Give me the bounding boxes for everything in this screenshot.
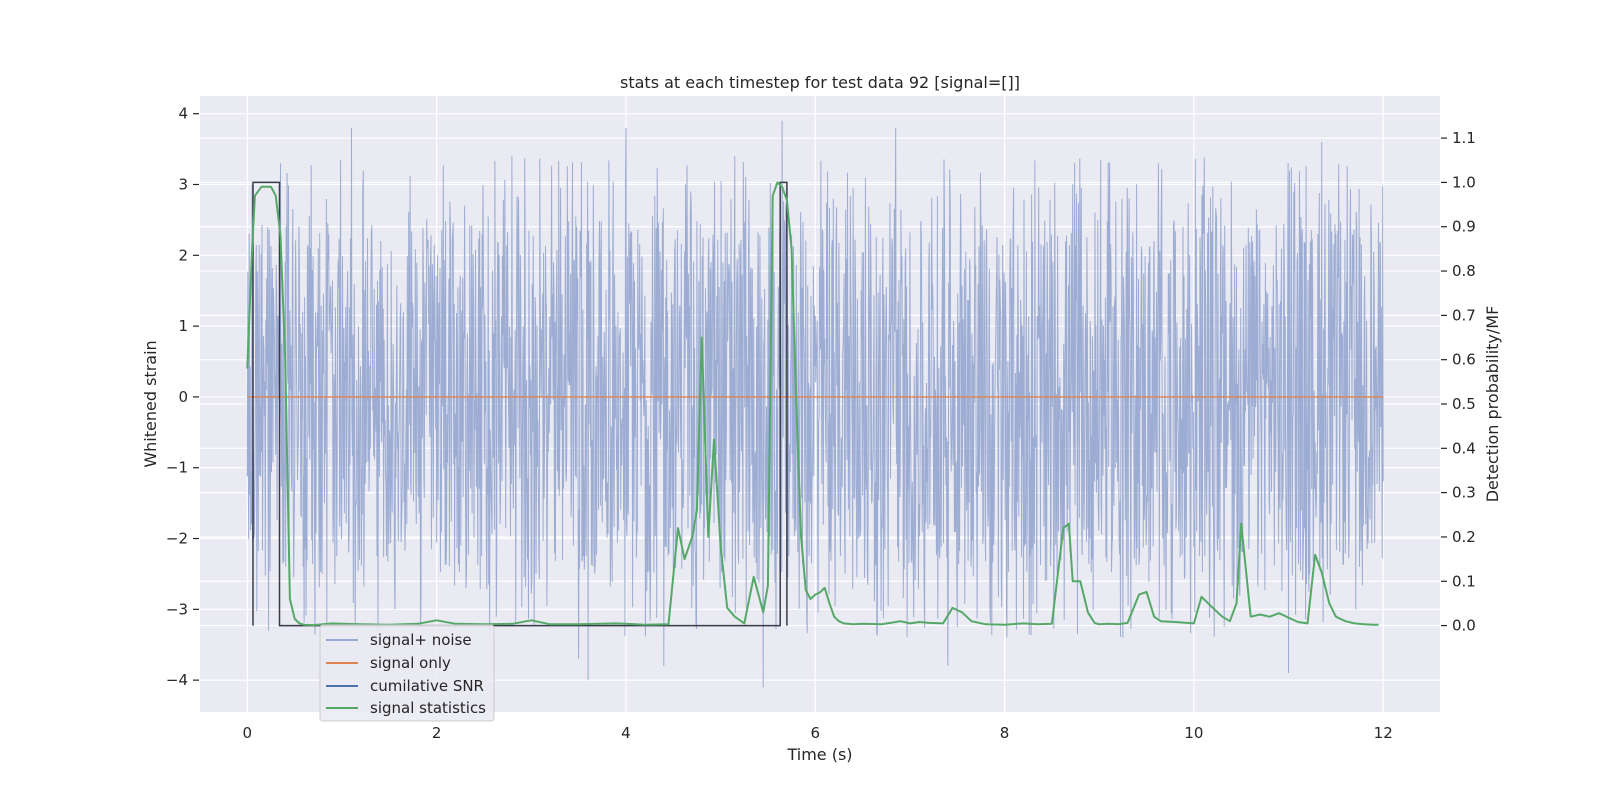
legend-label-signal-noise: signal+ noise	[370, 631, 472, 649]
y-axis-label: Whitened strain	[141, 340, 160, 467]
y-tick-label: −4	[166, 671, 188, 689]
y2-tick-label: 0.8	[1452, 262, 1476, 280]
y2-tick-label: 0.7	[1452, 306, 1476, 324]
y2-tick-label: 0.6	[1452, 351, 1476, 369]
y2-tick-label: 0.3	[1452, 484, 1476, 502]
signal-noise-line	[246, 120, 1384, 688]
legend-label-signal-only: signal only	[370, 654, 451, 672]
legend-box	[319, 624, 495, 722]
x-tick-label: 2	[432, 724, 442, 742]
y2-tick-label: 1.1	[1452, 129, 1476, 147]
signal-statistics-line	[246, 181, 1379, 627]
legend-label-signal-statistics: signal statistics	[370, 699, 486, 717]
x-tick-label: 10	[1184, 724, 1203, 742]
y-tick-label: −1	[166, 459, 188, 477]
signal-noise-series	[246, 120, 1384, 688]
y-tick-label: 4	[178, 105, 188, 123]
y2-axis-label: Detection probability/MF	[1483, 306, 1502, 503]
y-tick-label: 2	[178, 246, 188, 264]
legend: signal+ noise signal only cumilative SNR…	[319, 624, 495, 722]
x-tick-label: 6	[810, 724, 820, 742]
series-layer	[246, 181, 1384, 627]
legend-label-cumulative-snr: cumilative SNR	[370, 677, 484, 695]
y2-tick-label: 0.2	[1452, 528, 1476, 546]
ticks-layer: 0 2 4 6 8 10 12−4−3−2−1012340.00.10.20.30.40.5…	[166, 105, 1476, 742]
x-tick-label: 0	[243, 724, 253, 742]
x-tick-label: 8	[1000, 724, 1010, 742]
y-tick-label: −3	[166, 600, 188, 618]
x-axis-label: Time (s)	[786, 745, 852, 764]
chart-title: stats at each timestep for test data 92 …	[620, 73, 1020, 92]
y-tick-label: 3	[178, 176, 188, 194]
x-tick-label: 12	[1374, 724, 1393, 742]
cumulative-snr-line	[252, 181, 788, 627]
x-tick-label: 4	[621, 724, 631, 742]
y-tick-label: 0	[178, 388, 188, 406]
y2-tick-label: 0.1	[1452, 572, 1476, 590]
y2-tick-label: 1.0	[1452, 173, 1476, 191]
y2-tick-label: 0.5	[1452, 395, 1476, 413]
y-tick-label: −2	[166, 530, 188, 548]
y2-tick-label: 0.9	[1452, 218, 1476, 236]
y2-tick-label: 0.0	[1452, 617, 1476, 635]
y-tick-label: 1	[178, 317, 188, 335]
y2-tick-label: 0.4	[1452, 439, 1476, 457]
